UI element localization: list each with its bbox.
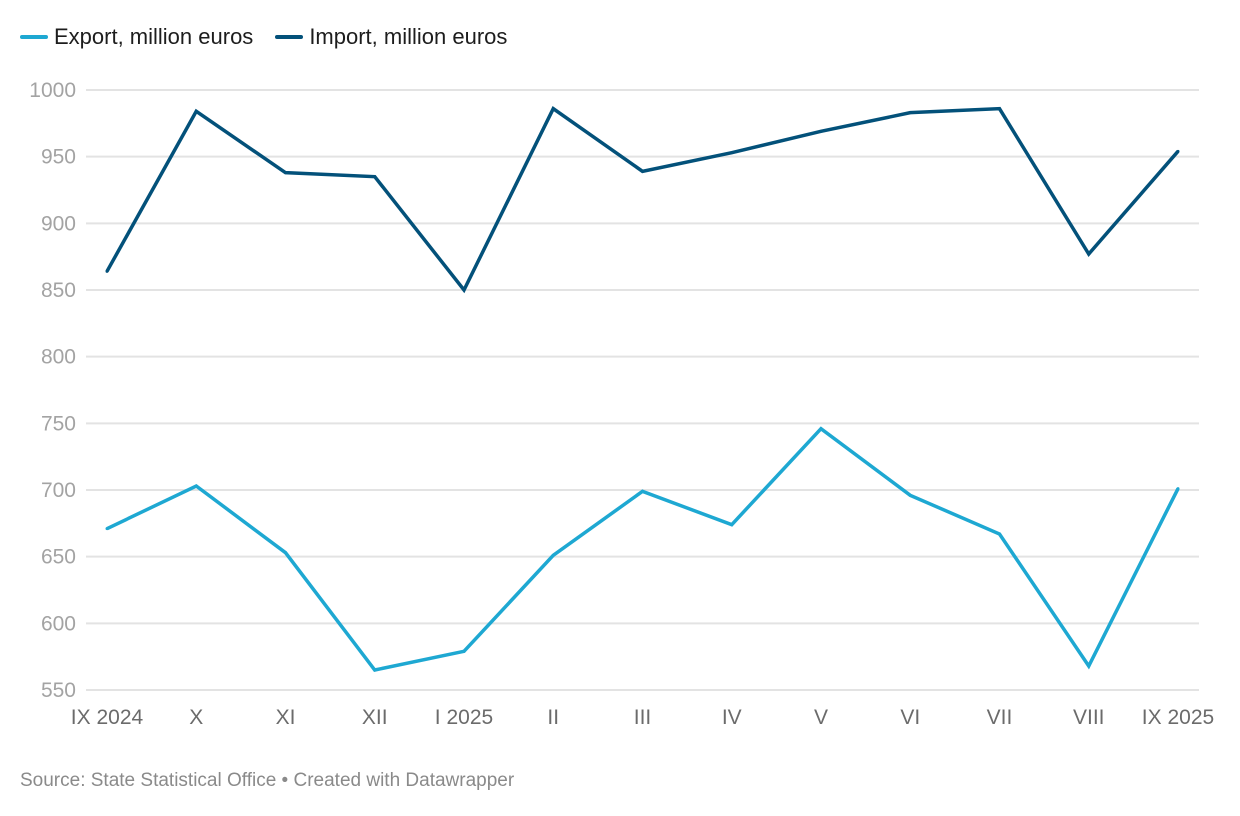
legend-item-export: Export, million euros — [20, 24, 253, 50]
data-point-import — [908, 111, 912, 115]
x-tick-label: XI — [276, 706, 296, 729]
legend-label-export: Export, million euros — [54, 24, 254, 49]
y-tick-label: 550 — [41, 679, 76, 702]
x-tick-label: X — [189, 706, 203, 729]
y-tick-label: 750 — [41, 412, 76, 435]
legend-swatch-export — [20, 35, 48, 39]
data-point-export — [641, 489, 644, 493]
data-point-import — [284, 171, 287, 175]
x-tick-label: III — [634, 706, 652, 729]
data-point-import — [998, 107, 1001, 111]
x-tick-label: IV — [722, 706, 742, 729]
y-tick-label: 900 — [41, 212, 76, 235]
data-point-export — [1176, 487, 1180, 491]
series-line-import — [105, 106, 1180, 294]
data-point-import — [641, 169, 644, 173]
y-tick-label: 850 — [41, 279, 76, 302]
data-point-export — [373, 668, 377, 672]
x-tick-label: VII — [987, 706, 1013, 729]
data-point-export — [819, 427, 823, 431]
data-point-import — [194, 109, 198, 113]
data-point-import — [730, 151, 734, 155]
x-tick-label: IX 2024 — [71, 706, 144, 729]
x-tick-label: IX 2025 — [1142, 706, 1214, 729]
data-point-export — [105, 527, 109, 531]
x-tick-label: VI — [900, 706, 920, 729]
data-point-import — [373, 175, 377, 179]
y-tick-label: 1000 — [29, 79, 76, 102]
legend-label-import: Import, million euros — [309, 24, 508, 49]
data-point-import — [105, 269, 109, 273]
data-point-import — [819, 129, 823, 133]
data-point-export — [194, 484, 198, 488]
legend-swatch-import — [275, 35, 304, 39]
x-tick-label: I 2025 — [435, 706, 493, 729]
data-point-import — [1176, 149, 1180, 153]
data-point-export — [730, 523, 734, 527]
y-tick-label: 950 — [41, 146, 76, 169]
data-point-export — [1087, 664, 1091, 668]
data-point-import — [1087, 252, 1091, 256]
data-point-export — [908, 493, 912, 497]
data-point-export — [551, 553, 555, 557]
y-tick-label: 700 — [41, 479, 76, 502]
y-tick-label: 650 — [41, 546, 76, 569]
data-point-export — [462, 649, 466, 653]
legend: Export, million euros Import, million eu… — [20, 24, 507, 50]
data-point-export — [284, 551, 287, 555]
data-point-import — [551, 107, 555, 111]
series-line-export — [106, 426, 1180, 672]
data-point-export — [998, 532, 1001, 536]
x-tick-label: VIII — [1073, 706, 1105, 729]
y-tick-label: 800 — [41, 346, 76, 369]
y-tick-label: 600 — [41, 612, 76, 635]
data-point-import — [462, 288, 466, 292]
source-footer: Source: State Statistical Office • Creat… — [20, 770, 515, 791]
legend-item-import: Import, million euros — [275, 24, 507, 50]
x-tick-label: V — [814, 706, 828, 729]
x-tick-label: II — [547, 706, 559, 729]
x-tick-label: XII — [362, 706, 388, 729]
